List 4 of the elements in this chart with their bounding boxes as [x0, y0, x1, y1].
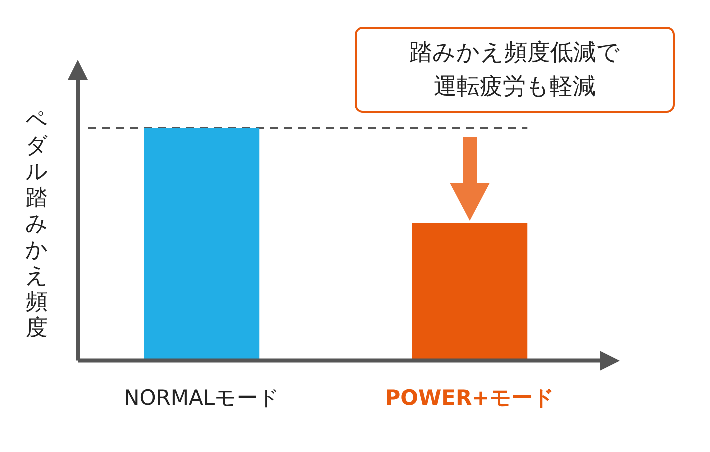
text: 踏みかえ頻度低減で運転疲労も軽減 — [409, 39, 621, 102]
x-tick-label: NORMALモード — [124, 386, 280, 410]
text: ペダル踏みかえ頻度 — [26, 108, 48, 341]
x-tick-label: POWER+モード — [385, 386, 555, 410]
